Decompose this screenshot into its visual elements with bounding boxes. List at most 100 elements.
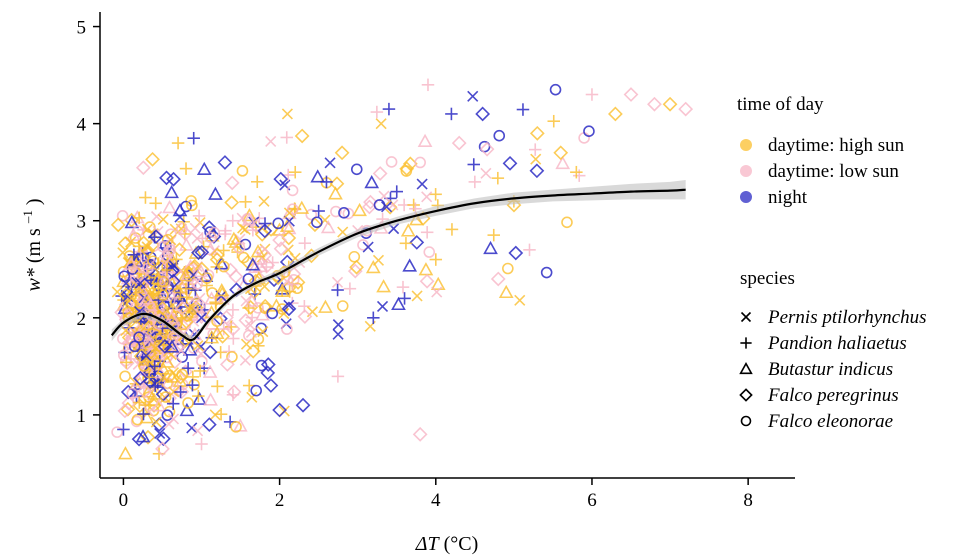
data-point-b: [141, 223, 153, 235]
data-point: [286, 203, 299, 215]
data-point: [547, 114, 560, 128]
data-point-shape: [266, 307, 279, 320]
data-point: [363, 194, 378, 210]
data-point: [160, 263, 174, 277]
data-point: [255, 322, 268, 335]
data-point-b: [189, 222, 201, 234]
data-point-b: [134, 277, 146, 289]
data-point: [126, 387, 139, 400]
data-point-shape: [209, 252, 225, 267]
data-point-b: [183, 266, 195, 278]
data-point-b: [168, 259, 180, 271]
data-point-shape: [330, 205, 342, 218]
data-point: [191, 232, 203, 245]
data-point-b: [192, 340, 204, 352]
data-point-shape: [178, 268, 193, 282]
data-point-shape: [174, 384, 190, 400]
data-point: [120, 401, 136, 417]
data-point-shape: [307, 217, 323, 233]
data-point-b: [283, 299, 295, 311]
data-point: [165, 234, 177, 246]
data-point-b: [331, 276, 344, 288]
data-point: [329, 176, 345, 192]
data-point: [143, 406, 155, 418]
data-point-shape: [119, 370, 131, 383]
data-point: [468, 175, 482, 189]
data-point-b: [137, 356, 150, 368]
data-point: [137, 407, 150, 421]
legend-species-label: Butastur indicus: [768, 359, 893, 380]
data-point: [201, 417, 217, 432]
data-point: [186, 199, 198, 212]
data-point: [372, 166, 388, 181]
data-point-shape: [118, 297, 134, 312]
data-point-shape: [173, 369, 188, 385]
data-point: [365, 259, 381, 274]
data-point: [133, 396, 146, 409]
data-point-shape: [132, 370, 148, 386]
data-point-shape: [342, 207, 355, 220]
data-point-b: [154, 427, 166, 439]
data-point: [159, 354, 175, 368]
y-tick-label: 2: [77, 309, 87, 330]
data-point-shape: [208, 186, 223, 200]
y-ticks: 1 2 3 4 5: [77, 18, 100, 427]
data-point-shape: [236, 165, 249, 177]
data-point: [191, 278, 204, 290]
data-point: [265, 135, 277, 148]
data-point: [159, 170, 174, 186]
data-point-b: [150, 416, 162, 428]
data-point-shape: [678, 101, 694, 117]
data-point: [186, 422, 198, 434]
data-point-shape: [400, 223, 416, 237]
data-point: [118, 270, 131, 283]
data-point: [242, 273, 255, 285]
data-point: [242, 379, 256, 392]
data-point-b: [234, 233, 246, 245]
data-point: [376, 300, 389, 313]
data-point-shape: [128, 340, 141, 353]
data-point: [224, 320, 238, 334]
data-point: [286, 278, 299, 291]
data-point-shape: [133, 337, 148, 351]
data-point-shape: [297, 309, 313, 324]
data-point: [493, 129, 506, 142]
data-point: [508, 245, 524, 261]
data-point-shape: [502, 262, 514, 275]
legend-species-label: Pandion haliaetus: [767, 333, 907, 354]
data-point: [151, 211, 163, 223]
data-point: [162, 199, 177, 214]
data-point: [352, 202, 367, 217]
data-point-shape: [281, 205, 297, 220]
data-point-shape: [126, 387, 139, 400]
data-point: [490, 271, 506, 287]
data-point: [208, 186, 223, 200]
data-point-shape: [186, 199, 198, 212]
data-point: [236, 212, 248, 224]
data-point: [381, 201, 393, 213]
data-point: [398, 292, 411, 305]
data-point: [475, 106, 491, 122]
data-point-shape: [419, 273, 435, 289]
data-point-shape: [218, 260, 230, 273]
data-point-shape: [117, 403, 133, 419]
data-point-b: [240, 295, 252, 307]
data-point-shape: [172, 202, 188, 217]
data-point: [245, 343, 261, 359]
data-point: [423, 246, 436, 258]
data-point: [399, 161, 415, 177]
data-point-b: [184, 304, 196, 316]
data-point: [370, 105, 384, 119]
data-point: [131, 431, 147, 447]
data-point-shape: [193, 263, 209, 278]
data-point-shape: [290, 274, 306, 290]
data-point-b: [431, 286, 443, 298]
data-point: [451, 135, 467, 151]
data-point-b: [191, 232, 203, 245]
data-point-shape: [230, 421, 242, 433]
data-point-b: [140, 350, 152, 362]
data-point: [376, 279, 391, 293]
data-point-shape: [214, 283, 230, 297]
data-point: [186, 378, 199, 392]
data-point-shape: [273, 241, 289, 257]
